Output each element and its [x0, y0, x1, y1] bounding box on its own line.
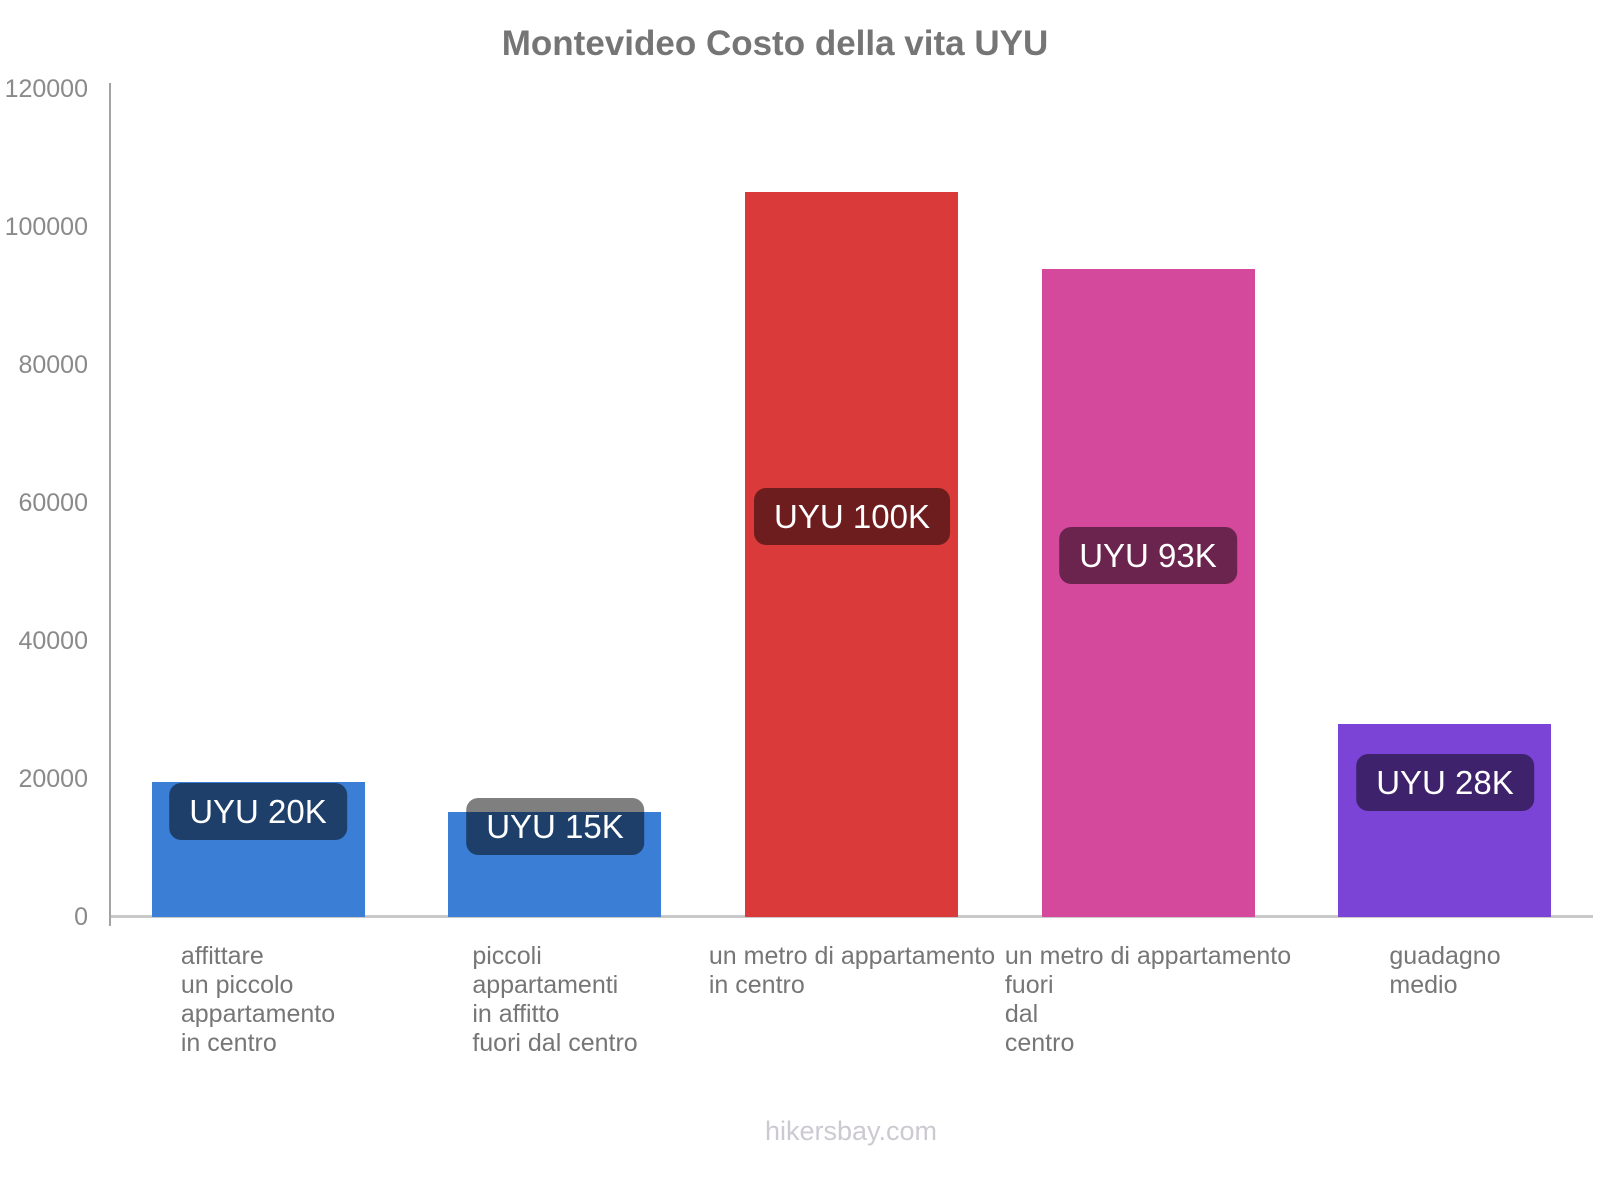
- y-axis-tick-label: 0: [74, 903, 88, 931]
- bar-value-badge: UYU 100K: [754, 488, 950, 545]
- chart-title: Montevideo Costo della vita UYU: [501, 24, 1049, 63]
- bar-value-badge: UYU 93K: [1059, 527, 1237, 584]
- x-axis-category-label: piccoli appartamenti in affitto fuori da…: [472, 942, 638, 1057]
- bar-value-badge: UYU 20K: [169, 783, 347, 840]
- bar-3: [745, 192, 958, 917]
- bar-value-badge: UYU 28K: [1356, 754, 1534, 811]
- bar-4: [1042, 269, 1255, 917]
- y-axis-tick-label: 60000: [18, 489, 88, 517]
- y-axis-tick-label: 80000: [18, 351, 88, 379]
- y-axis-tick-label: 40000: [18, 627, 88, 655]
- y-axis-line: [109, 83, 111, 926]
- x-axis-category-label: un metro di appartamento fuori dal centr…: [1004, 942, 1292, 1057]
- y-axis-tick-label: 100000: [4, 213, 88, 241]
- x-axis-category-label: affittare un piccolo appartamento in cen…: [180, 942, 336, 1057]
- y-axis-tick-label: 20000: [18, 765, 88, 793]
- x-axis-category-label: guadagno medio: [1389, 942, 1501, 999]
- footer-watermark: hikersbay.com: [764, 1116, 938, 1146]
- y-axis-tick-label: 120000: [4, 75, 88, 103]
- bar-5: [1338, 724, 1551, 917]
- x-axis-category-label: un metro di appartamento in centro: [708, 942, 996, 999]
- bar-value-badge: UYU 15K: [466, 798, 644, 855]
